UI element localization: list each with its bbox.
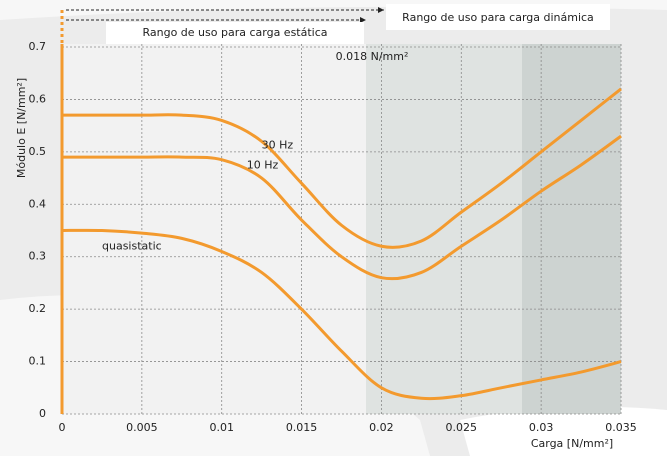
annotation: Rango de uso para carga dinámica <box>402 11 594 24</box>
y-tick-label: 0.4 <box>29 197 47 210</box>
x-tick-label: 0.005 <box>126 421 158 434</box>
label-box <box>386 4 610 30</box>
y-tick-label: 0 <box>39 407 46 420</box>
y-tick-label: 0.6 <box>29 92 47 105</box>
x-axis-label: Carga [N/mm²] <box>531 437 613 450</box>
x-tick-label: 0 <box>59 421 66 434</box>
bg-shape <box>460 406 667 456</box>
series-label: 10 Hz <box>247 159 279 172</box>
x-tick-label: 0.02 <box>369 421 394 434</box>
y-tick-label: 0.2 <box>29 302 47 315</box>
x-tick-label: 0.03 <box>529 421 554 434</box>
annotation: 0.018 N/mm² <box>336 50 409 63</box>
y-tick-label: 0.7 <box>29 40 47 53</box>
y-axis-label: Módulo E [N/mm²] <box>15 78 28 178</box>
y-tick-label: 0.5 <box>29 145 47 158</box>
arrowhead <box>378 7 384 13</box>
x-tick-label: 0.025 <box>446 421 478 434</box>
series-line <box>62 134 622 281</box>
annotation: Rango de uso para carga estática <box>142 26 327 39</box>
y-tick-label: 0.1 <box>29 355 47 368</box>
series-label: quasistatic <box>102 240 162 253</box>
x-tick-label: 0.035 <box>605 421 637 434</box>
label-box <box>106 22 364 44</box>
series-line <box>62 87 622 249</box>
dynamic-region-dark <box>522 44 621 414</box>
series-line <box>61 228 622 401</box>
x-tick-label: 0.01 <box>209 421 234 434</box>
x-tick-label: 0.015 <box>286 421 318 434</box>
series-label: 30 Hz <box>262 138 294 151</box>
y-tick-label: 0.3 <box>29 250 47 263</box>
arrowhead <box>360 17 366 23</box>
